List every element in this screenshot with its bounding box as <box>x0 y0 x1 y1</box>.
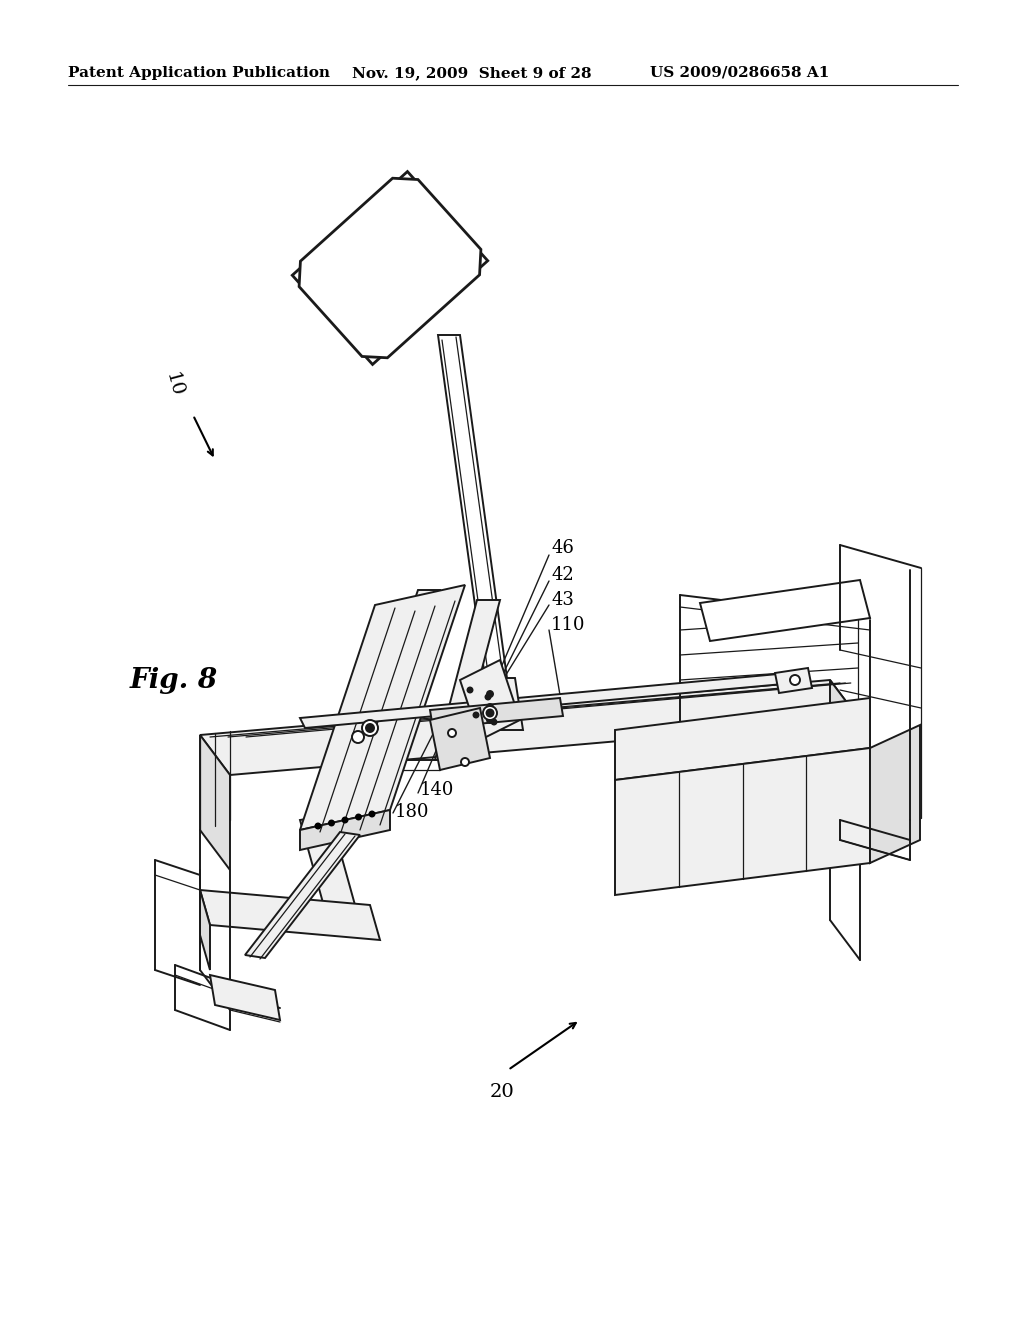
Text: 110: 110 <box>551 616 586 634</box>
Circle shape <box>468 688 472 693</box>
Polygon shape <box>615 748 870 895</box>
Circle shape <box>370 812 375 817</box>
Circle shape <box>492 719 497 725</box>
Text: Fig. 8: Fig. 8 <box>130 667 218 693</box>
Polygon shape <box>870 725 920 863</box>
Text: Patent Application Publication: Patent Application Publication <box>68 66 330 81</box>
PathPatch shape <box>299 178 481 358</box>
Polygon shape <box>700 579 870 642</box>
Polygon shape <box>438 335 510 700</box>
Polygon shape <box>200 680 860 775</box>
Circle shape <box>487 690 493 697</box>
Polygon shape <box>615 698 870 780</box>
Polygon shape <box>292 172 487 364</box>
Circle shape <box>483 706 497 719</box>
Circle shape <box>486 710 494 717</box>
Text: 20: 20 <box>490 1082 515 1101</box>
Circle shape <box>461 758 469 766</box>
Polygon shape <box>360 590 440 760</box>
Polygon shape <box>210 975 280 1020</box>
Circle shape <box>790 675 800 685</box>
Text: 180: 180 <box>395 803 429 821</box>
Circle shape <box>352 731 364 743</box>
Text: Nov. 19, 2009  Sheet 9 of 28: Nov. 19, 2009 Sheet 9 of 28 <box>352 66 592 81</box>
Polygon shape <box>435 601 500 760</box>
Polygon shape <box>245 832 360 958</box>
Polygon shape <box>300 810 390 850</box>
Polygon shape <box>200 890 210 970</box>
Text: 42: 42 <box>551 566 573 583</box>
Text: 140: 140 <box>420 781 455 799</box>
Polygon shape <box>300 814 355 909</box>
Text: US 2009/0286658 A1: US 2009/0286658 A1 <box>650 66 829 81</box>
Circle shape <box>487 717 493 723</box>
Text: 46: 46 <box>551 539 573 557</box>
Polygon shape <box>468 678 523 730</box>
Circle shape <box>487 704 493 710</box>
Polygon shape <box>460 660 520 741</box>
Circle shape <box>366 723 374 733</box>
Polygon shape <box>300 672 805 729</box>
Circle shape <box>473 713 478 718</box>
Circle shape <box>315 824 321 829</box>
Polygon shape <box>430 698 563 729</box>
Circle shape <box>362 719 378 737</box>
Polygon shape <box>830 680 860 820</box>
Circle shape <box>329 821 334 825</box>
Polygon shape <box>300 585 465 830</box>
Polygon shape <box>200 735 230 870</box>
Text: 43: 43 <box>551 591 573 609</box>
Circle shape <box>449 729 456 737</box>
Text: 10: 10 <box>162 371 185 399</box>
Polygon shape <box>430 708 490 770</box>
Polygon shape <box>775 668 812 693</box>
Circle shape <box>356 814 361 820</box>
Circle shape <box>485 694 490 700</box>
Circle shape <box>342 817 347 822</box>
Polygon shape <box>200 890 380 940</box>
